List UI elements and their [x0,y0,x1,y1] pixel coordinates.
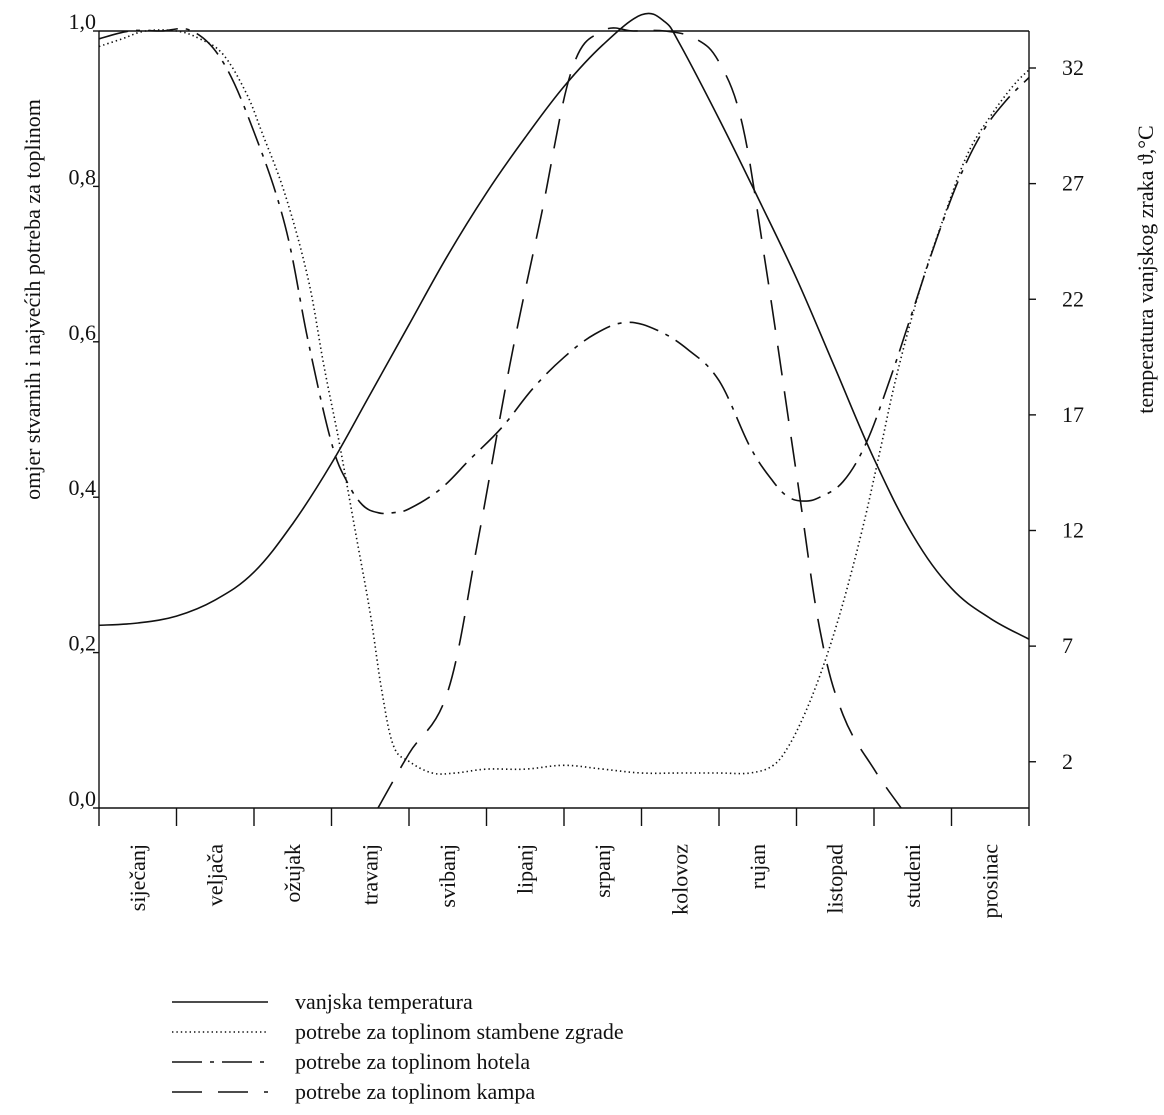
series-line-4 [377,27,902,809]
series-line-2 [98,29,1030,775]
legend-label: potrebe za toplinom hotela [295,1049,530,1074]
series-line-3 [98,27,1030,515]
month-label: lipanj [512,844,537,894]
y2-tick-label: 7 [1062,633,1073,658]
legend-label: vanjska temperatura [295,989,473,1014]
y2-tick-label: 32 [1062,55,1084,80]
month-label: siječanj [125,844,150,911]
y2-tick-label: 2 [1062,749,1073,774]
month-label: rujan [745,844,770,889]
y2-tick-label: 17 [1062,402,1084,427]
month-label: ožujak [280,844,305,903]
month-label: listopad [822,844,847,914]
series-layer [98,12,1030,809]
y2-tick-label: 12 [1062,518,1084,543]
y-tick-label: 0,4 [69,475,97,500]
y-axis-title: omjer stvarnih i najvećih potreba za top… [20,99,45,500]
y2-tick-label: 27 [1062,171,1084,196]
month-label: veljača [202,844,227,907]
legend: vanjska temperatura potrebe za toplinom s… [172,989,624,1104]
series-line-1 [98,12,1030,640]
month-label: svibanj [435,844,460,908]
month-label: travanj [357,844,382,905]
y-tick-label: 0,8 [69,164,97,189]
y-tick-label: 0,2 [69,631,97,656]
y-tick-label: 0,6 [69,320,97,345]
month-label: kolovoz [667,844,692,915]
month-label: srpanj [590,844,615,898]
y2-axis-title: temperatura vanjskog zraka ϑ,°C [1133,125,1158,413]
month-label: prosinac [977,844,1002,919]
legend-label: potrebe za toplinom stambene zgrade [295,1019,624,1044]
y-tick-label: 0,0 [69,786,97,811]
y-tick-label: 1,0 [69,9,97,34]
legend-label: potrebe za toplinom kampa [295,1079,535,1104]
y2-tick-label: 22 [1062,286,1084,311]
month-label: studeni [900,844,925,908]
